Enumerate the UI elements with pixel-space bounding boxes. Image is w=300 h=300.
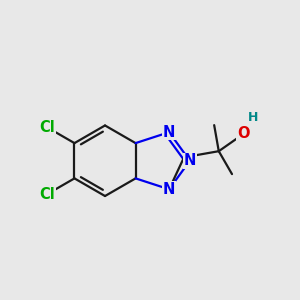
Text: Cl: Cl <box>39 187 55 202</box>
Text: N: N <box>184 153 196 168</box>
Text: N: N <box>163 125 175 140</box>
Text: Cl: Cl <box>39 120 55 135</box>
Text: H: H <box>248 111 258 124</box>
Text: O: O <box>237 127 250 142</box>
Text: N: N <box>163 182 175 197</box>
